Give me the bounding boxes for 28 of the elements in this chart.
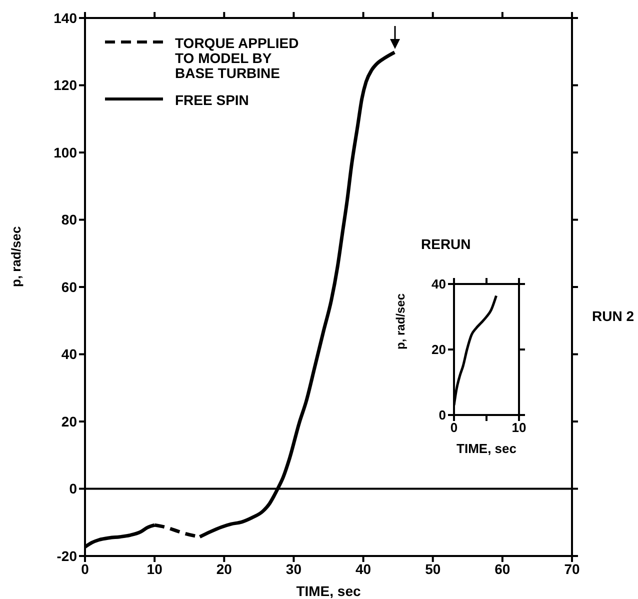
x-tick-label: 20 (216, 560, 232, 577)
x-tick-label: 0 (81, 560, 90, 577)
y-tick-label: 0 (69, 480, 78, 497)
y-axis-title: p, rad/sec (8, 226, 24, 287)
y-tick-label: 20 (432, 342, 446, 358)
y-tick-label: 40 (432, 276, 446, 292)
x-tick-label: 60 (494, 560, 510, 577)
x-tick-label: 30 (286, 560, 302, 577)
y-tick-label: 60 (61, 278, 78, 295)
y-tick-label: -20 (56, 548, 78, 564)
x-tick-label: 40 (355, 560, 372, 577)
y-axis-title: p, rad/sec (393, 293, 408, 350)
y-tick-label: 80 (61, 212, 78, 228)
x-tick-label: 50 (425, 560, 441, 577)
y-tick-label: 40 (61, 346, 78, 362)
x-tick-label: 10 (146, 560, 163, 577)
text: RUN 2 (592, 308, 634, 324)
x-axis-title: TIME, sec (456, 441, 516, 456)
y-tick-label: 100 (54, 144, 78, 160)
y-tick-label: 0 (438, 408, 446, 423)
x-axis-title: TIME, sec (296, 583, 361, 599)
x-tick-label: 70 (564, 560, 580, 577)
x-tick-label: 10 (512, 420, 526, 436)
legend-label: TORQUE APPLIED TO MODEL BY BASE TURBINE (175, 35, 300, 81)
y-tick-label: 140 (54, 10, 78, 26)
chart-title: RERUN (420, 236, 472, 254)
y-tick-label: 120 (54, 77, 78, 94)
legend-label: FREE SPIN (175, 92, 250, 108)
